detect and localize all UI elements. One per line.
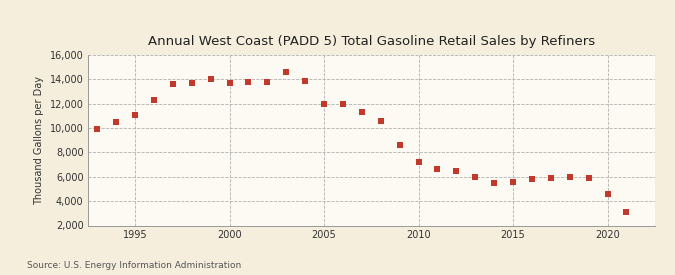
Point bbox=[508, 180, 518, 184]
Point bbox=[356, 109, 367, 114]
Text: Source: U.S. Energy Information Administration: Source: U.S. Energy Information Administ… bbox=[27, 260, 241, 270]
Y-axis label: Thousand Gallons per Day: Thousand Gallons per Day bbox=[34, 76, 44, 205]
Point bbox=[394, 143, 405, 147]
Point bbox=[224, 81, 235, 85]
Point bbox=[545, 176, 556, 180]
Point bbox=[432, 167, 443, 171]
Point bbox=[243, 80, 254, 85]
Point bbox=[92, 127, 103, 131]
Point bbox=[489, 181, 500, 185]
Point bbox=[583, 176, 594, 180]
Title: Annual West Coast (PADD 5) Total Gasoline Retail Sales by Refiners: Annual West Coast (PADD 5) Total Gasolin… bbox=[148, 35, 595, 48]
Point bbox=[602, 192, 613, 196]
Point bbox=[205, 76, 216, 81]
Point bbox=[621, 210, 632, 214]
Point bbox=[451, 169, 462, 173]
Point bbox=[338, 101, 348, 106]
Point bbox=[186, 81, 197, 85]
Point bbox=[148, 98, 159, 102]
Point bbox=[526, 177, 537, 182]
Point bbox=[564, 175, 575, 179]
Point bbox=[130, 112, 140, 117]
Point bbox=[167, 82, 178, 86]
Point bbox=[300, 78, 310, 83]
Point bbox=[262, 80, 273, 85]
Point bbox=[111, 120, 122, 124]
Point bbox=[319, 101, 329, 106]
Point bbox=[413, 160, 424, 164]
Point bbox=[470, 175, 481, 179]
Point bbox=[375, 119, 386, 123]
Point bbox=[281, 70, 292, 74]
